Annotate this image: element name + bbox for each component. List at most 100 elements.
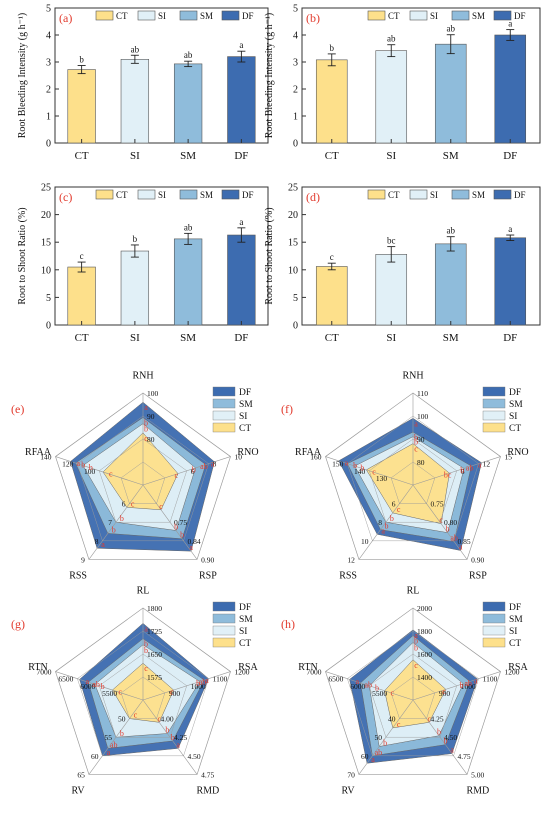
radar-significance-letter: a <box>144 403 148 412</box>
radar-spoke <box>325 671 414 701</box>
legend-swatch-SM <box>482 398 506 409</box>
radar-web-ring <box>120 461 166 504</box>
legend-label: SM <box>509 400 523 410</box>
radar-significance-letter: ab <box>199 678 207 687</box>
bar-chart-0: 0 1 2 3 4 5 Root Bleeding Intensity (g h⁻¹) (a)… <box>17 4 269 162</box>
radar-axis-label: RSS <box>339 570 357 581</box>
radar-tick-label: 10 <box>234 453 242 462</box>
radar-web-ring <box>368 438 458 523</box>
bar-SM <box>434 243 467 326</box>
radar-tick-label: 0.90 <box>201 555 214 564</box>
legend-swatch-SI <box>137 189 156 200</box>
radar-significance-letter: c <box>397 720 401 729</box>
radar-significance-letter: c <box>144 434 148 443</box>
bar-CT <box>67 69 96 144</box>
radar-tick-label: 160 <box>310 453 322 462</box>
radar-significance-letter: b <box>360 464 364 473</box>
panel-label: (a) <box>59 11 72 25</box>
plot-frame <box>54 7 269 144</box>
legend-swatch-SM <box>212 398 236 409</box>
significance-letter: c <box>80 251 84 261</box>
radar-tick-label: 140 <box>40 453 52 462</box>
radar-tick-label: 6000 <box>80 682 95 691</box>
radar-tick-label: 4.25 <box>431 715 444 724</box>
radar-significance-letter: ab <box>375 748 383 757</box>
radar-significance-letter: a <box>356 677 360 686</box>
panel-label: (h) <box>281 617 295 631</box>
radar-tick-label: 1000 <box>191 682 206 691</box>
radar-significance-letter: b <box>165 725 169 734</box>
radar-significance-letter: c <box>170 688 174 697</box>
bar-DF <box>494 34 527 144</box>
radar-significance-letter: c <box>134 711 138 720</box>
bar-SI <box>375 254 408 326</box>
significance-letter: ab <box>184 222 193 232</box>
legend-swatch-CT <box>482 637 506 648</box>
x-tick-label: SM <box>180 332 196 344</box>
radar-tick-label: 100 <box>417 412 429 421</box>
radar-significance-letter: b <box>174 522 178 531</box>
legend-label: DF <box>239 603 251 613</box>
radar-significance-letter: a <box>205 676 209 685</box>
radar-tick-label: 0.90 <box>471 555 484 564</box>
radar-outer-web <box>325 392 501 560</box>
radar-tick-label: 12 <box>483 460 491 469</box>
y-tick-label: 0 <box>46 139 51 150</box>
legend-swatch-SI <box>409 10 428 21</box>
radar-significance-letter: ab <box>466 464 474 473</box>
bar-SM <box>173 238 203 326</box>
legend-swatch-SM <box>179 189 198 200</box>
radar-significance-letter: ab <box>92 680 100 689</box>
x-tick-label: SI <box>386 332 396 344</box>
radar-tick-label: 130 <box>376 474 388 483</box>
bar-DF <box>494 237 527 326</box>
radar-significance-letter: b <box>196 679 200 688</box>
radar-axis-label: RNH <box>132 371 153 382</box>
x-tick-label: CT <box>75 150 89 162</box>
x-tick-label: CT <box>75 332 89 344</box>
radar-axis-label: RTN <box>298 662 317 673</box>
legend-swatch-CT <box>212 637 236 648</box>
radar-axis-label: RV <box>342 785 356 796</box>
radar-significance-letter: b <box>414 438 418 447</box>
x-tick-label: DF <box>503 150 517 162</box>
radar-axis-label: RNH <box>402 371 423 382</box>
y-tick-label: 2 <box>46 85 51 96</box>
legend-label: DF <box>514 11 526 21</box>
legend-swatch-SM <box>451 189 470 200</box>
legend-label: CT <box>509 424 521 434</box>
radar-significance-letter: b <box>444 737 448 746</box>
radar-axis-label: RSA <box>238 662 258 673</box>
radar-outer-web <box>325 607 501 775</box>
radar-axis-label: RMD <box>196 785 219 796</box>
legend-swatch-SI <box>482 625 506 636</box>
bar-DF <box>227 56 256 144</box>
bar-chart-2: 0 5 10 15 20 25 Root to Shoot Ratio (%) (c) c CT b… <box>17 183 269 344</box>
radar-web-ring <box>77 415 209 542</box>
radar-significance-letter: b <box>192 465 196 474</box>
x-tick-label: CT <box>325 332 339 344</box>
radar-significance-letter: b <box>384 522 388 531</box>
radar-tick-label: 8 <box>95 537 99 546</box>
bar-SI <box>375 50 408 144</box>
plot-frame <box>54 186 269 326</box>
legend-label: CT <box>116 190 128 200</box>
radar-web-ring <box>347 415 479 542</box>
legend-label: DF <box>514 190 526 200</box>
radar-outer-web <box>55 607 231 775</box>
legend-label: CT <box>388 190 400 200</box>
radar-axis-label: RTN <box>28 662 47 673</box>
radar-spoke <box>412 671 501 701</box>
y-tick-label: 5 <box>293 4 298 15</box>
legend-label: CT <box>116 11 128 21</box>
radar-tick-label: 140 <box>354 467 366 476</box>
bar-CT <box>315 266 348 326</box>
legend-label: DF <box>239 388 251 398</box>
bar-DF <box>227 234 256 326</box>
radar-tick-label: 90 <box>417 435 425 444</box>
panel-label: (d) <box>306 190 320 204</box>
radar-spoke <box>142 699 198 775</box>
legend-swatch-DF <box>482 601 506 612</box>
radar-significance-letter: a <box>345 458 349 467</box>
radar-tick-label: 900 <box>439 689 451 698</box>
